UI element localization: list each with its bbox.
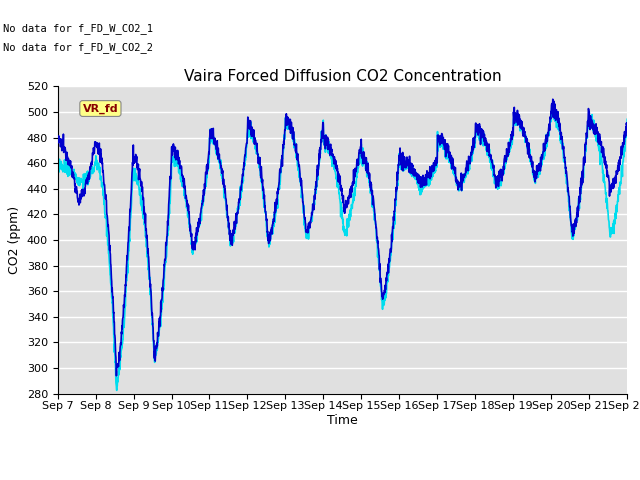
North air (589, 128, 597, 134)
North soil (508, 129, 516, 134)
North soil (372, 218, 380, 224)
Title: Vaira Forced Diffusion CO2 Concentration: Vaira Forced Diffusion CO2 Concentration (184, 69, 501, 84)
North soil (623, 123, 631, 129)
North soil (573, 204, 581, 210)
North air (213, 153, 221, 158)
Y-axis label: CO2 (ppm): CO2 (ppm) (8, 206, 21, 274)
North soil (54, 138, 61, 144)
North air (372, 222, 380, 228)
North soil (549, 96, 557, 102)
Line: North soil: North soil (58, 99, 627, 376)
North air (54, 161, 61, 167)
North soil (359, 161, 367, 167)
Text: No data for f_FD_W_CO2_1: No data for f_FD_W_CO2_1 (3, 23, 153, 34)
Text: No data for f_FD_W_CO2_2: No data for f_FD_W_CO2_2 (3, 42, 153, 53)
North soil (589, 126, 597, 132)
X-axis label: Time: Time (327, 414, 358, 427)
North air (359, 157, 367, 163)
North air (548, 105, 556, 110)
North air (508, 142, 516, 147)
Line: North air: North air (58, 108, 627, 390)
Text: VR_fd: VR_fd (83, 103, 118, 114)
North air (623, 117, 631, 122)
North soil (213, 143, 221, 148)
North soil (113, 373, 120, 379)
North air (573, 217, 581, 223)
North air (113, 387, 120, 393)
